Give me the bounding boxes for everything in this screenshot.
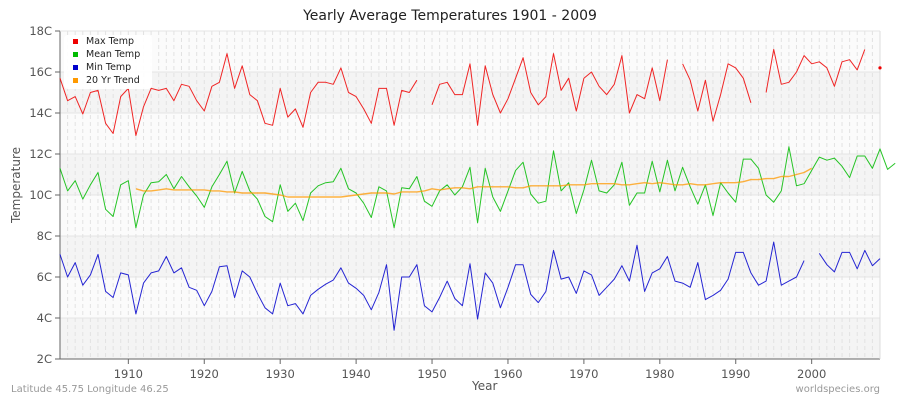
- svg-text:1940: 1940: [341, 367, 370, 381]
- location-label: Latitude 45.75 Longitude 46.25: [11, 384, 169, 395]
- legend-label: Mean Temp: [86, 49, 141, 60]
- chart-title: Yearly Average Temperatures 1901 - 2009: [303, 8, 597, 24]
- svg-text:1920: 1920: [190, 367, 219, 381]
- svg-text:1950: 1950: [417, 367, 446, 381]
- svg-text:10C: 10C: [29, 188, 52, 202]
- legend-item-trend: 20 Yr Trend: [64, 74, 152, 87]
- svg-text:6C: 6C: [37, 270, 52, 284]
- source-label: worldspecies.org: [795, 384, 880, 395]
- legend-label: Min Temp: [86, 62, 132, 73]
- mean-temp-swatch-icon: [73, 52, 78, 57]
- legend: Max Temp Mean Temp Min Temp 20 Yr Trend: [64, 35, 152, 89]
- legend-item-mean: Mean Temp: [64, 48, 152, 61]
- min-temp-swatch-icon: [73, 65, 78, 70]
- svg-text:2000: 2000: [797, 367, 826, 381]
- svg-text:1980: 1980: [645, 367, 674, 381]
- svg-text:4C: 4C: [37, 311, 52, 325]
- svg-text:14C: 14C: [29, 106, 52, 120]
- svg-text:2C: 2C: [37, 352, 52, 366]
- svg-text:1930: 1930: [266, 367, 295, 381]
- svg-text:1990: 1990: [721, 367, 750, 381]
- legend-item-max: Max Temp: [64, 35, 152, 48]
- legend-label: 20 Yr Trend: [86, 75, 140, 86]
- legend-label: Max Temp: [86, 36, 134, 47]
- series-20-yr-trend: [135, 167, 813, 198]
- legend-item-min: Min Temp: [64, 61, 152, 74]
- series-mean-temp: [59, 146, 896, 229]
- x-axis-label: Year: [472, 379, 498, 393]
- svg-text:12C: 12C: [29, 147, 52, 161]
- svg-text:1970: 1970: [569, 367, 598, 381]
- svg-text:16C: 16C: [29, 65, 52, 79]
- series-min-temp: [59, 241, 881, 331]
- y-axis-label: Temperature: [9, 146, 23, 223]
- svg-text:1960: 1960: [493, 367, 522, 381]
- svg-text:18C: 18C: [29, 24, 52, 38]
- svg-text:1910: 1910: [114, 367, 143, 381]
- series-max-temp: [59, 48, 882, 136]
- max-temp-swatch-icon: [73, 39, 78, 44]
- trend-swatch-icon: [73, 78, 78, 83]
- svg-text:8C: 8C: [37, 229, 52, 243]
